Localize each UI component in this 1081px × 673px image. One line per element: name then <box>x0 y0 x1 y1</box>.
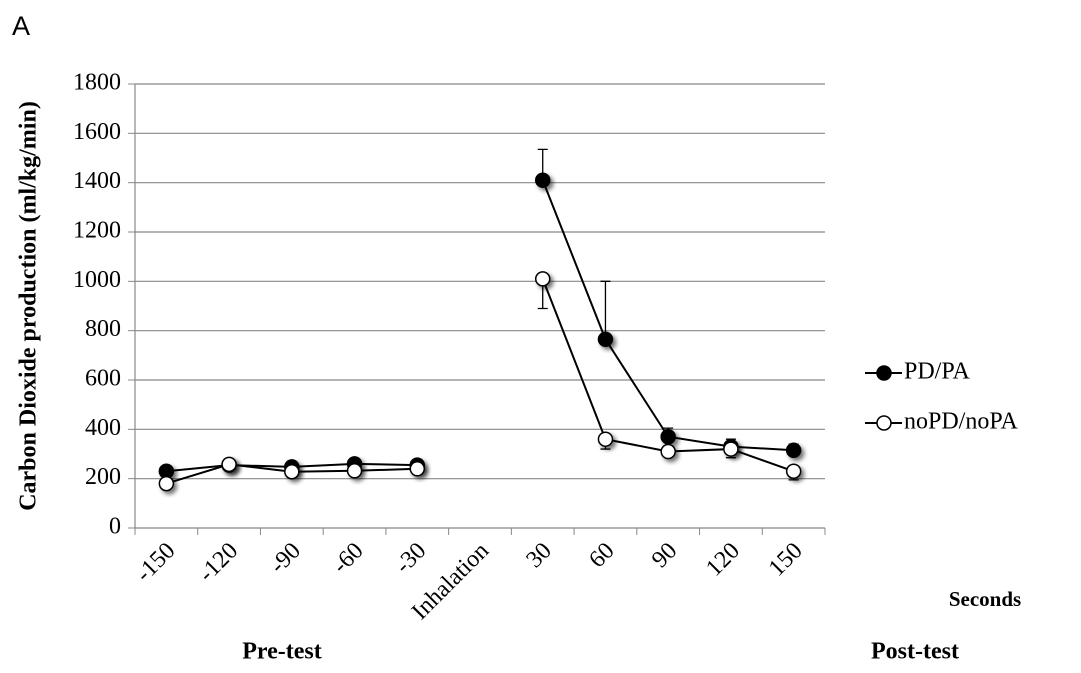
y-tick-label: 1200 <box>73 218 121 244</box>
x-tick-label: 30 <box>522 538 557 573</box>
marker <box>785 463 802 480</box>
y-tick-label: 1800 <box>73 70 121 96</box>
marker <box>534 271 551 287</box>
marker <box>346 463 363 479</box>
legend-marker <box>876 415 892 431</box>
series-line <box>541 179 794 452</box>
y-tick-label: 800 <box>85 316 121 342</box>
error-bar <box>600 280 611 340</box>
y-axis-label: Carbon Dioxide production (ml/kg/min) <box>16 101 42 511</box>
marker <box>221 456 237 473</box>
x-tick-label: 120 <box>701 538 745 582</box>
legend-label: noPD/noPA <box>904 409 1018 435</box>
marker <box>284 464 300 480</box>
legend-marker <box>876 365 892 381</box>
x-tick-label: -150 <box>131 538 181 588</box>
y-tick-label: 1600 <box>73 119 121 145</box>
marker <box>597 431 614 447</box>
marker <box>409 461 426 477</box>
marker <box>660 443 676 460</box>
marker <box>723 441 739 457</box>
legend-label: PD/PA <box>904 359 970 385</box>
marker <box>660 428 676 445</box>
marker <box>534 172 551 188</box>
x-tick-label: 60 <box>584 538 619 573</box>
y-tick-label: 1400 <box>73 168 121 194</box>
x-tick-label: 90 <box>647 538 682 573</box>
x-tick-label: -30 <box>390 538 431 579</box>
x-tick-label: -120 <box>194 538 244 588</box>
group-label: Post-test <box>871 639 959 665</box>
x-axis-label: Seconds <box>949 587 1021 611</box>
y-tick-label: 1000 <box>73 267 121 293</box>
marker <box>597 331 614 348</box>
x-tick-label: -60 <box>328 538 369 579</box>
y-tick-label: 0 <box>109 514 121 540</box>
group-label: Pre-test <box>242 639 322 665</box>
panel-label: A <box>12 11 30 41</box>
x-tick-label: 150 <box>764 538 808 582</box>
y-tick-label: 400 <box>85 415 121 441</box>
y-tick-label: 200 <box>85 464 121 490</box>
y-tick-label: 600 <box>85 366 121 392</box>
marker <box>158 475 175 492</box>
marker <box>785 442 802 459</box>
x-tick-label: -90 <box>265 538 306 579</box>
